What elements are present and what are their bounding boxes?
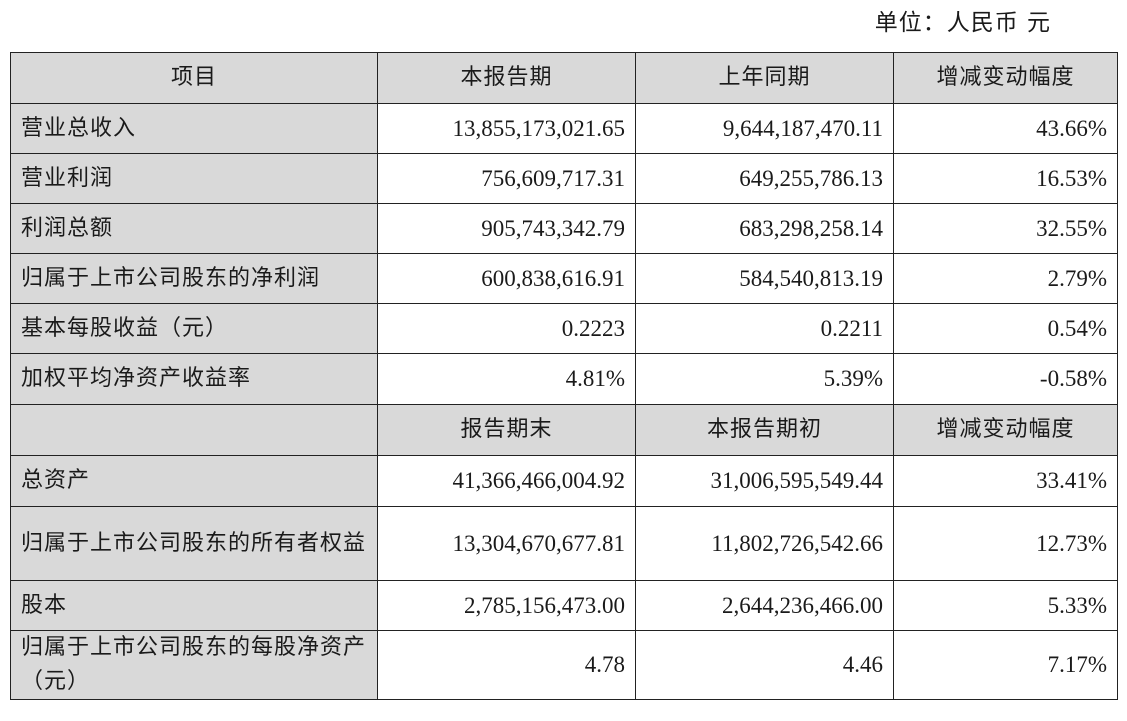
header-blank — [10, 404, 378, 456]
table-row: 基本每股收益（元） 0.2223 0.2211 0.54% — [10, 303, 1118, 354]
previous-value: 649,255,786.13 — [635, 153, 894, 204]
previous-value: 683,298,258.14 — [635, 203, 894, 254]
row-label: 利润总额 — [10, 203, 378, 254]
table-row: 营业利润 756,609,717.31 649,255,786.13 16.53… — [10, 153, 1118, 204]
row-label: 营业利润 — [10, 153, 378, 204]
header-period-start: 本报告期初 — [635, 404, 894, 456]
table-row: 利润总额 905,743,342.79 683,298,258.14 32.55… — [10, 203, 1118, 254]
current-value: 0.2223 — [377, 303, 636, 354]
change-value: 32.55% — [893, 203, 1118, 254]
header-item: 项目 — [10, 52, 378, 104]
previous-value: 0.2211 — [635, 303, 894, 354]
row-label: 加权平均净资产收益率 — [10, 353, 378, 405]
change-value: -0.58% — [893, 353, 1118, 405]
row-label: 股本 — [10, 580, 378, 631]
change-value: 7.17% — [893, 630, 1118, 700]
row-label: 营业总收入 — [10, 103, 378, 154]
unit-label: 单位：人民币 元 — [874, 10, 1051, 36]
change-value: 5.33% — [893, 580, 1118, 631]
current-value: 13,304,670,677.81 — [377, 506, 636, 581]
table-row: 总资产 41,366,466,004.92 31,006,595,549.44 … — [10, 455, 1118, 507]
row-label: 总资产 — [10, 455, 378, 507]
header-change-rate: 增减变动幅度 — [893, 52, 1118, 104]
header-current-period: 本报告期 — [377, 52, 636, 104]
table-row: 归属于上市公司股东的净利润 600,838,616.91 584,540,813… — [10, 253, 1118, 304]
table-row: 归属于上市公司股东的每股净资产（元） 4.78 4.46 7.17% — [10, 630, 1118, 700]
income-header-row: 项目 本报告期 上年同期 增减变动幅度 — [10, 52, 1118, 104]
previous-value: 11,802,726,542.66 — [635, 506, 894, 581]
previous-value: 31,006,595,549.44 — [635, 455, 894, 507]
previous-value: 584,540,813.19 — [635, 253, 894, 304]
previous-value: 2,644,236,466.00 — [635, 580, 894, 631]
current-value: 41,366,466,004.92 — [377, 455, 636, 507]
current-value: 4.78 — [377, 630, 636, 700]
balance-header-row: 报告期末 本报告期初 增减变动幅度 — [10, 404, 1118, 456]
current-value: 600,838,616.91 — [377, 253, 636, 304]
header-prior-year-period: 上年同期 — [635, 52, 894, 104]
row-label: 归属于上市公司股东的每股净资产（元） — [10, 630, 378, 700]
previous-value: 9,644,187,470.11 — [635, 103, 894, 154]
current-value: 2,785,156,473.00 — [377, 580, 636, 631]
header-change-rate: 增减变动幅度 — [893, 404, 1118, 456]
financial-summary-table: 项目 本报告期 上年同期 增减变动幅度 营业总收入 13,855,173,021… — [10, 52, 1118, 700]
change-value: 2.79% — [893, 253, 1118, 304]
current-value: 13,855,173,021.65 — [377, 103, 636, 154]
table-row: 营业总收入 13,855,173,021.65 9,644,187,470.11… — [10, 103, 1118, 154]
change-value: 33.41% — [893, 455, 1118, 507]
previous-value: 4.46 — [635, 630, 894, 700]
current-value: 4.81% — [377, 353, 636, 405]
row-label: 基本每股收益（元） — [10, 303, 378, 354]
previous-value: 5.39% — [635, 353, 894, 405]
row-label: 归属于上市公司股东的所有者权益 — [10, 506, 378, 581]
change-value: 43.66% — [893, 103, 1118, 154]
change-value: 12.73% — [893, 506, 1118, 581]
header-period-end: 报告期末 — [377, 404, 636, 456]
table-row: 归属于上市公司股东的所有者权益 13,304,670,677.81 11,802… — [10, 506, 1118, 581]
change-value: 16.53% — [893, 153, 1118, 204]
table-row: 加权平均净资产收益率 4.81% 5.39% -0.58% — [10, 353, 1118, 405]
row-label: 归属于上市公司股东的净利润 — [10, 253, 378, 304]
current-value: 905,743,342.79 — [377, 203, 636, 254]
change-value: 0.54% — [893, 303, 1118, 354]
current-value: 756,609,717.31 — [377, 153, 636, 204]
table-row: 股本 2,785,156,473.00 2,644,236,466.00 5.3… — [10, 580, 1118, 631]
